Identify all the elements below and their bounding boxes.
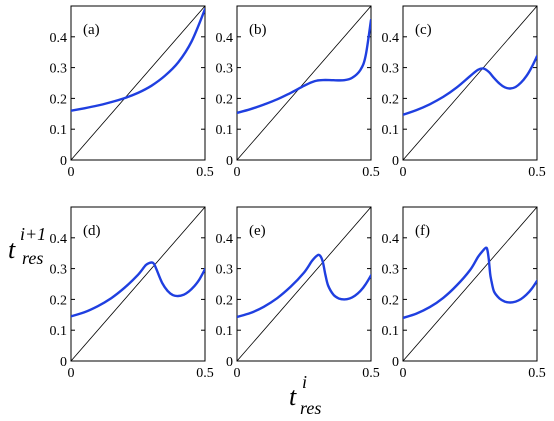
y-tick-label: 0.4	[382, 31, 400, 46]
y-tick-label: 0.1	[382, 324, 400, 339]
identity-line	[71, 207, 205, 361]
x-tick-label: 0.5	[362, 366, 380, 381]
plot-frame	[70, 5, 206, 161]
x-tick-label: 0.5	[528, 165, 546, 180]
plot-frame	[236, 5, 372, 161]
y-tick-label: 0	[226, 355, 233, 370]
panel-5: 0 0.1 0.2 0.3 0.4 0 0.5 (e)	[216, 206, 380, 381]
y-tick-label: 0.2	[382, 293, 400, 308]
y-tick-label: 0.4	[50, 232, 68, 247]
x-axis-title: t i res	[289, 372, 321, 418]
y-tick-label: 0.4	[382, 232, 400, 247]
x-tick-label: 0.5	[528, 366, 546, 381]
x-tick-label: 0.5	[362, 165, 380, 180]
x-axis-title-sup: i	[302, 372, 307, 392]
panel-label: (b)	[249, 22, 267, 38]
y-tick-label: 0.1	[50, 324, 68, 339]
map-curve-line	[403, 246, 537, 320]
panel-6: 0 0.1 0.2 0.3 0.4 0 0.5 (f)	[382, 206, 546, 381]
plot-frame	[402, 206, 538, 362]
plot-frame	[70, 206, 206, 362]
x-tick-label: 0	[234, 366, 241, 381]
y-tick-label: 0.2	[50, 293, 68, 308]
y-tick-label: 0.1	[216, 123, 234, 138]
y-tick-label: 0.3	[216, 263, 234, 278]
y-tick-label: 0.4	[50, 31, 68, 46]
identity-line	[403, 207, 537, 361]
y-tick-label: 0.4	[216, 31, 234, 46]
y-tick-label: 0.3	[216, 62, 234, 77]
identity-line	[237, 6, 371, 160]
panel-2: 0 0.1 0.2 0.3 0.4 0 0.5 (b)	[216, 5, 380, 180]
x-tick-label: 0	[68, 366, 75, 381]
x-tick-label: 0	[400, 366, 407, 381]
map-curve-line	[237, 253, 371, 319]
y-tick-label: 0.3	[382, 263, 400, 278]
panel-label: (d)	[83, 223, 101, 239]
y-tick-label: 0	[392, 154, 399, 169]
panel-1: 0 0.1 0.2 0.3 0.4 0 0.5 (a)	[50, 5, 214, 180]
y-tick-label: 0	[60, 154, 67, 169]
identity-line	[403, 6, 537, 160]
x-axis-title-base: t	[289, 382, 297, 411]
y-tick-label: 0	[392, 355, 399, 370]
x-tick-label: 0.5	[196, 165, 214, 180]
y-tick-label: 0.1	[216, 324, 234, 339]
y-tick-label: 0	[60, 355, 67, 370]
y-tick-label: 0.3	[50, 62, 68, 77]
y-tick-label: 0.1	[382, 123, 400, 138]
y-tick-label: 0.3	[50, 263, 68, 278]
y-tick-label: 0.4	[216, 232, 234, 247]
panel-label: (e)	[249, 223, 266, 239]
x-tick-label: 0	[400, 165, 407, 180]
panel-label: (f)	[415, 223, 430, 239]
x-tick-label: 0.5	[196, 366, 214, 381]
identity-line	[237, 207, 371, 361]
plot-frame	[402, 5, 538, 161]
y-tick-label: 0.3	[382, 62, 400, 77]
y-tick-label: 0.2	[216, 92, 234, 107]
y-tick-label: 0	[226, 154, 233, 169]
y-axis-title: t i+1 res	[8, 224, 46, 268]
x-axis-title-sub: res	[300, 398, 321, 418]
identity-line	[71, 6, 205, 160]
map-curve-line	[71, 261, 205, 318]
y-axis-title-sup: i+1	[20, 224, 46, 244]
y-tick-label: 0.2	[50, 92, 68, 107]
map-curve-line	[403, 55, 537, 116]
y-axis-title-base: t	[8, 235, 16, 264]
panel-4: 0 0.1 0.2 0.3 0.4 0 0.5 (d)	[50, 206, 214, 381]
map-curve-line	[71, 7, 205, 112]
x-tick-label: 0	[68, 165, 75, 180]
y-tick-label: 0.2	[216, 293, 234, 308]
y-tick-label: 0.2	[382, 92, 400, 107]
map-curve-line	[237, 18, 371, 115]
panel-label: (a)	[83, 22, 100, 38]
y-tick-label: 0.1	[50, 123, 68, 138]
panel-3: 0 0.1 0.2 0.3 0.4 0 0.5 (c)	[382, 5, 546, 180]
y-axis-title-sub: res	[22, 248, 43, 268]
panel-label: (c)	[415, 22, 432, 38]
x-tick-label: 0	[234, 165, 241, 180]
panels-group: 0 0.1 0.2 0.3 0.4 0 0.5 (a) 0 0.1 0.2 0.3 0.4 0 0.5 (b)…	[50, 5, 546, 381]
plot-frame	[236, 206, 372, 362]
